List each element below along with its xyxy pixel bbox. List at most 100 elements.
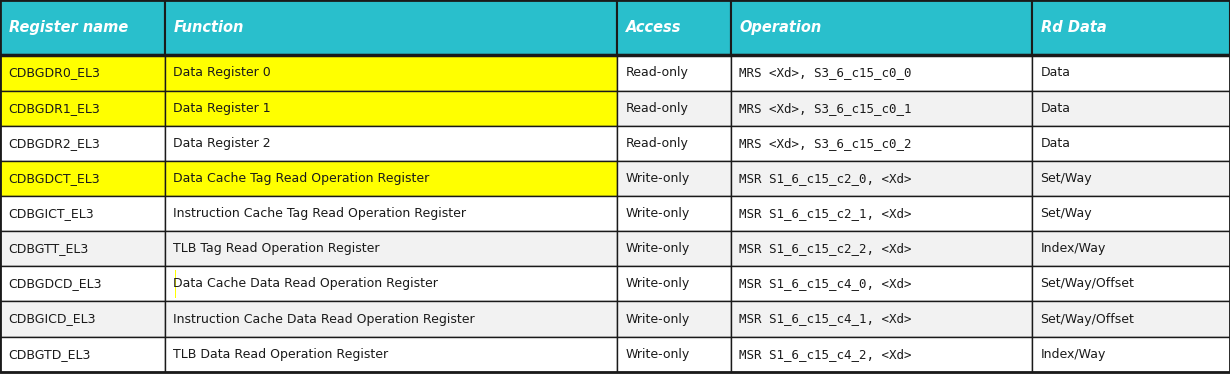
- Text: Data Register 0: Data Register 0: [173, 67, 271, 79]
- Bar: [0, 55, 165, 91]
- Text: CDBGDCD_EL3: CDBGDCD_EL3: [9, 278, 102, 290]
- Text: Set/Way: Set/Way: [1041, 172, 1092, 185]
- Text: Write-only: Write-only: [626, 278, 690, 290]
- Text: Instruction Cache Data Read Operation Register: Instruction Cache Data Read Operation Re…: [173, 313, 475, 325]
- Bar: [617, 161, 731, 196]
- Text: Set/Way/Offset: Set/Way/Offset: [1041, 278, 1134, 290]
- Bar: [165, 91, 617, 126]
- Text: CDBGICD_EL3: CDBGICD_EL3: [9, 313, 96, 325]
- Bar: [165, 161, 617, 196]
- Text: MSR S1_6_c15_c2_0, <Xd>: MSR S1_6_c15_c2_0, <Xd>: [739, 172, 911, 185]
- Text: CDBGTD_EL3: CDBGTD_EL3: [9, 348, 91, 361]
- Bar: [1032, 91, 1230, 126]
- Text: MSR S1_6_c15_c2_2, <Xd>: MSR S1_6_c15_c2_2, <Xd>: [739, 242, 911, 255]
- Bar: [165, 126, 617, 161]
- Bar: [617, 0, 731, 55]
- Bar: [617, 266, 731, 301]
- Bar: [617, 55, 731, 91]
- Bar: [0, 126, 165, 161]
- Text: Data Cache Tag Read Operation Register: Data Cache Tag Read Operation Register: [173, 172, 429, 185]
- Text: MRS <Xd>, S3_6_c15_c0_1: MRS <Xd>, S3_6_c15_c0_1: [739, 102, 911, 114]
- Text: Rd Data: Rd Data: [1041, 20, 1106, 35]
- Text: Write-only: Write-only: [626, 242, 690, 255]
- Text: Data Register 2: Data Register 2: [173, 137, 271, 150]
- Text: Read-only: Read-only: [626, 137, 689, 150]
- Bar: [1032, 0, 1230, 55]
- Bar: [165, 337, 617, 372]
- Bar: [617, 126, 731, 161]
- Text: MRS <Xd>, S3_6_c15_c0_2: MRS <Xd>, S3_6_c15_c0_2: [739, 137, 911, 150]
- Bar: [617, 196, 731, 231]
- Bar: [0, 0, 165, 55]
- Bar: [617, 337, 731, 372]
- Bar: [0, 196, 165, 231]
- Text: Write-only: Write-only: [626, 207, 690, 220]
- Bar: [731, 196, 1032, 231]
- Text: Data Cache Data Read Operation Register: Data Cache Data Read Operation Register: [173, 278, 438, 290]
- Text: Data: Data: [1041, 137, 1070, 150]
- Text: Read-only: Read-only: [626, 67, 689, 79]
- Bar: [1032, 161, 1230, 196]
- Bar: [731, 126, 1032, 161]
- Text: MSR S1_6_c15_c4_0, <Xd>: MSR S1_6_c15_c4_0, <Xd>: [739, 278, 911, 290]
- Text: Data: Data: [1041, 67, 1070, 79]
- Text: TLB Data Read Operation Register: TLB Data Read Operation Register: [173, 348, 389, 361]
- Text: Index/Way: Index/Way: [1041, 242, 1106, 255]
- Text: Write-only: Write-only: [626, 313, 690, 325]
- Text: MSR S1_6_c15_c4_1, <Xd>: MSR S1_6_c15_c4_1, <Xd>: [739, 313, 911, 325]
- Text: Function: Function: [173, 20, 244, 35]
- Bar: [1032, 55, 1230, 91]
- Text: CDBGDCT_EL3: CDBGDCT_EL3: [9, 172, 100, 185]
- Bar: [0, 91, 165, 126]
- Bar: [731, 161, 1032, 196]
- Bar: [617, 231, 731, 266]
- Text: CDBGDR1_EL3: CDBGDR1_EL3: [9, 102, 101, 114]
- Bar: [0, 161, 165, 196]
- Bar: [617, 301, 731, 337]
- Bar: [0, 231, 165, 266]
- Text: MSR S1_6_c15_c4_2, <Xd>: MSR S1_6_c15_c4_2, <Xd>: [739, 348, 911, 361]
- Bar: [1032, 266, 1230, 301]
- Bar: [731, 266, 1032, 301]
- Text: Write-only: Write-only: [626, 172, 690, 185]
- Text: CDBGICT_EL3: CDBGICT_EL3: [9, 207, 95, 220]
- Bar: [165, 301, 617, 337]
- Text: Access: Access: [626, 20, 681, 35]
- Bar: [731, 301, 1032, 337]
- Text: CDBGDR0_EL3: CDBGDR0_EL3: [9, 67, 101, 79]
- Bar: [731, 91, 1032, 126]
- Text: Index/Way: Index/Way: [1041, 348, 1106, 361]
- Text: Set/Way/Offset: Set/Way/Offset: [1041, 313, 1134, 325]
- Bar: [165, 55, 617, 91]
- Bar: [617, 91, 731, 126]
- Bar: [731, 337, 1032, 372]
- Bar: [731, 231, 1032, 266]
- Text: MRS <Xd>, S3_6_c15_c0_0: MRS <Xd>, S3_6_c15_c0_0: [739, 67, 911, 79]
- Bar: [165, 231, 617, 266]
- Bar: [1032, 126, 1230, 161]
- Bar: [0, 301, 165, 337]
- Text: Data Register 1: Data Register 1: [173, 102, 271, 114]
- Bar: [1032, 337, 1230, 372]
- Bar: [1032, 231, 1230, 266]
- Text: CDBGTT_EL3: CDBGTT_EL3: [9, 242, 89, 255]
- Bar: [175, 270, 176, 298]
- Bar: [731, 55, 1032, 91]
- Bar: [165, 196, 617, 231]
- Bar: [1032, 196, 1230, 231]
- Text: Data: Data: [1041, 102, 1070, 114]
- Text: Set/Way: Set/Way: [1041, 207, 1092, 220]
- Bar: [731, 0, 1032, 55]
- Text: Register name: Register name: [9, 20, 128, 35]
- Text: Write-only: Write-only: [626, 348, 690, 361]
- Text: CDBGDR2_EL3: CDBGDR2_EL3: [9, 137, 101, 150]
- Text: MSR S1_6_c15_c2_1, <Xd>: MSR S1_6_c15_c2_1, <Xd>: [739, 207, 911, 220]
- Bar: [1032, 301, 1230, 337]
- Text: Operation: Operation: [739, 20, 822, 35]
- Text: TLB Tag Read Operation Register: TLB Tag Read Operation Register: [173, 242, 380, 255]
- Bar: [0, 266, 165, 301]
- Text: Instruction Cache Tag Read Operation Register: Instruction Cache Tag Read Operation Reg…: [173, 207, 466, 220]
- Text: Read-only: Read-only: [626, 102, 689, 114]
- Bar: [0, 337, 165, 372]
- Bar: [165, 266, 617, 301]
